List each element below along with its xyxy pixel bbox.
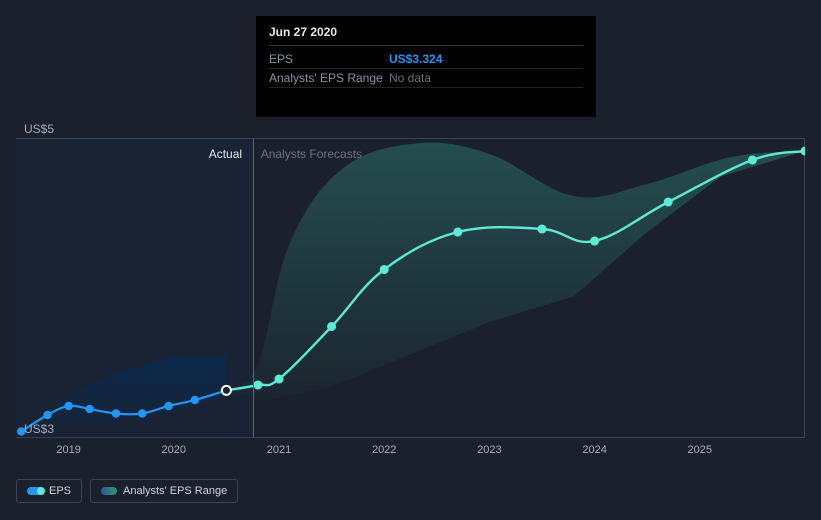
region-label-forecast: Analysts Forecasts: [261, 147, 362, 161]
x-axis-tick: 2025: [688, 444, 712, 456]
chart-container: Jun 27 2020 EPS US$3.324 Analysts' EPS R…: [0, 0, 821, 520]
y-axis-bottom-label: US$3: [24, 422, 54, 436]
legend-label: Analysts' EPS Range: [123, 485, 227, 497]
x-axis-tick: 2024: [582, 444, 606, 456]
tooltip-row-range: Analysts' EPS Range No data: [269, 69, 583, 88]
x-axis-tick: 2019: [56, 444, 80, 456]
x-axis-tick: 2021: [267, 444, 291, 456]
legend-item-eps[interactable]: EPS: [16, 479, 82, 503]
x-axis-tick: 2020: [162, 444, 186, 456]
legend-swatch-icon: [101, 487, 117, 495]
chart-tooltip: Jun 27 2020 EPS US$3.324 Analysts' EPS R…: [256, 16, 596, 117]
chart-cursor-line: [253, 139, 254, 437]
legend-swatch-icon: [27, 487, 43, 495]
tooltip-label: EPS: [269, 52, 389, 66]
tooltip-value: No data: [389, 71, 583, 85]
tooltip-date: Jun 27 2020: [269, 25, 583, 46]
region-label-actual: Actual: [209, 147, 242, 161]
chart-svg: [16, 139, 805, 439]
x-axis: 2019 2020 2021 2022 2023 2024 2025: [16, 444, 805, 464]
tooltip-label: Analysts' EPS Range: [269, 71, 389, 85]
x-axis-tick: 2023: [477, 444, 501, 456]
tooltip-value: US$3.324: [389, 52, 583, 66]
legend-label: EPS: [49, 485, 71, 497]
y-axis-top-label: US$5: [24, 122, 54, 136]
legend-item-range[interactable]: Analysts' EPS Range: [90, 479, 238, 503]
x-axis-tick: 2022: [372, 444, 396, 456]
chart-legend: EPS Analysts' EPS Range: [16, 479, 238, 503]
chart-plot-area[interactable]: [16, 138, 805, 438]
tooltip-row-eps: EPS US$3.324: [269, 50, 583, 69]
